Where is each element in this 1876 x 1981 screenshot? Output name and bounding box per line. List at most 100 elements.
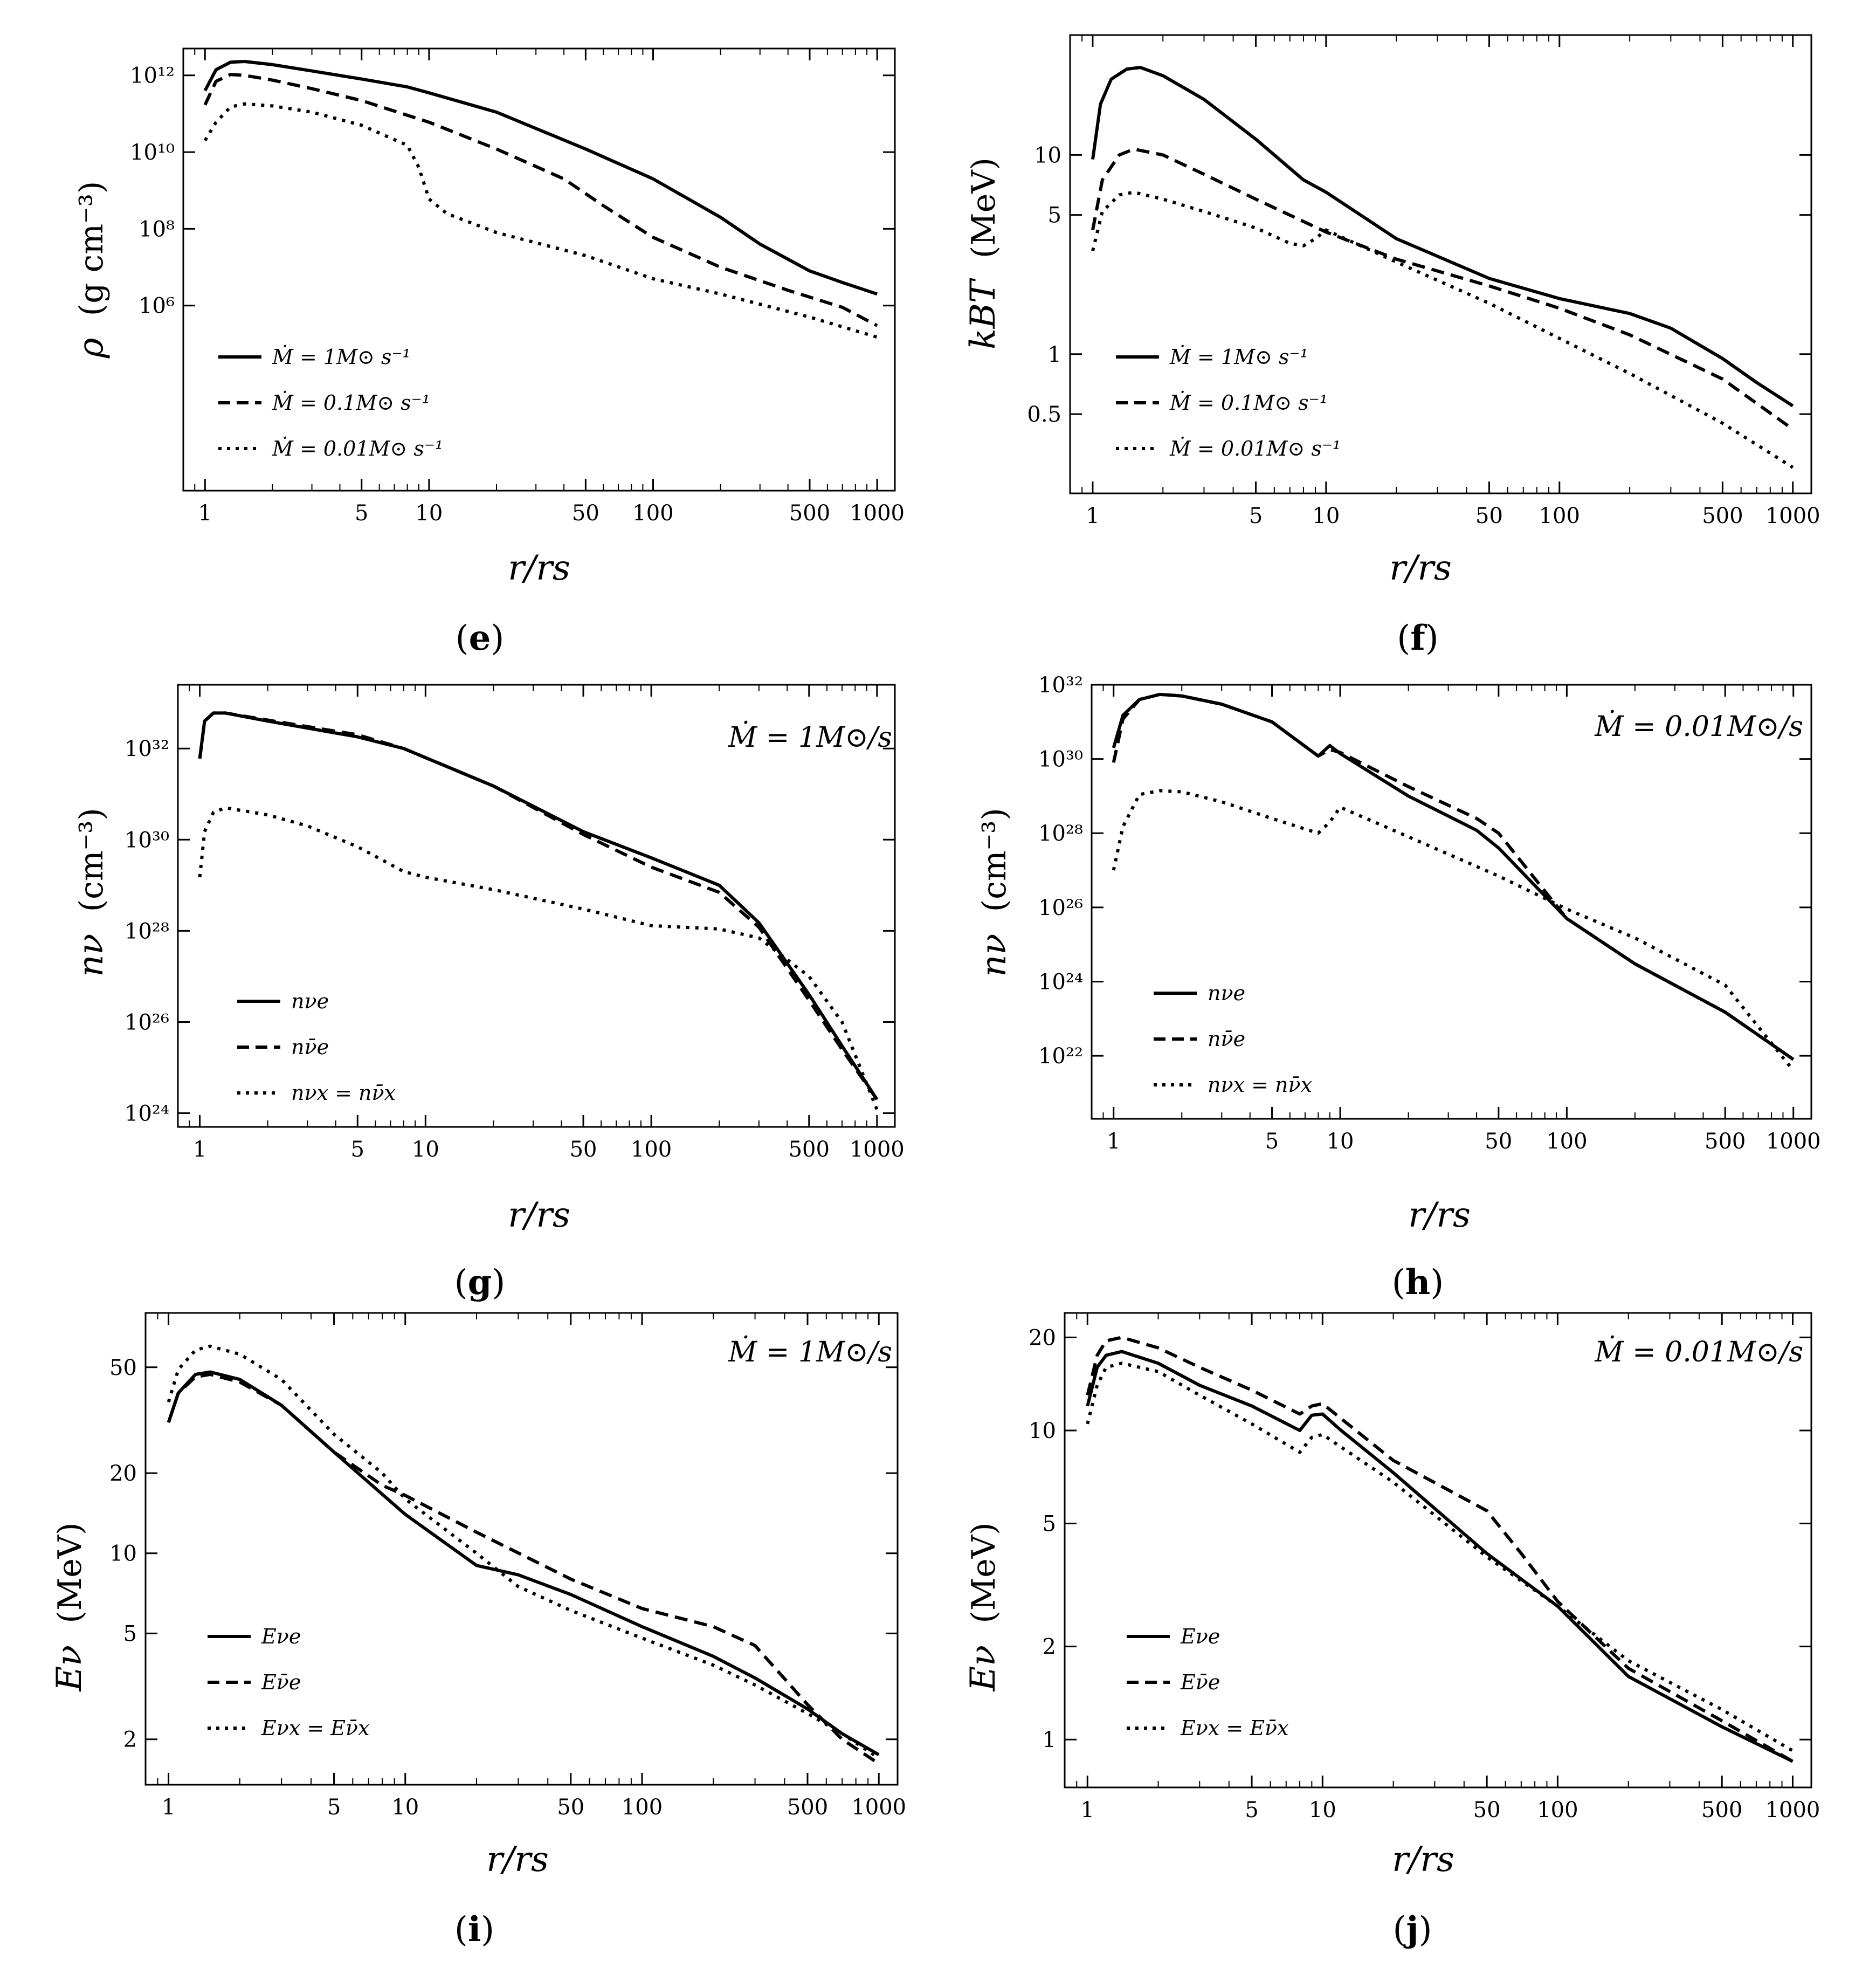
panel-g: nν (cm⁻³) r/rs (g) Ṁ = 1M⊙/s nνe nν̄e nν…: [71, 721, 892, 1303]
panel-h-legend-label-0: nνe: [1208, 981, 1245, 1005]
panel-j-caption-letter: j: [1403, 1909, 1418, 1950]
panel-j-legend-label-2: Eνx = Eν̄x: [1180, 1716, 1289, 1740]
panel-g-y-unit: (cm⁻³): [73, 808, 111, 912]
panel-i-x-tick-label: 100: [622, 1795, 663, 1820]
panel-i-legend-label-1: Eν̄e: [261, 1670, 301, 1694]
panel-h-caption-open: (: [1392, 1263, 1405, 1303]
panel-j-y-axis-title: Eν (MeV): [963, 1522, 1003, 1691]
panel-j: Eν (MeV) r/rs (j) Ṁ = 0.01M⊙/s Eνe Eν̄e …: [963, 1336, 1803, 1950]
panel-f-x-axis-title: r/rs: [1389, 548, 1452, 588]
panel-j-x-tick-label: 1000: [1765, 1798, 1820, 1822]
panel-h-caption-close: ): [1430, 1263, 1444, 1303]
panel-h-y-tick-label: 10²⁴: [1038, 969, 1083, 994]
panel-h-caption: (h): [1392, 1262, 1444, 1303]
panel-h-x-tick-label: 500: [1705, 1129, 1746, 1154]
panel-f-y-tick-label: 1: [1048, 342, 1061, 367]
panel-f-legend: Ṁ = 1M⊙ s⁻¹ Ṁ = 0.1M⊙ s⁻¹ Ṁ = 0.01M⊙ s⁻¹: [1116, 345, 1341, 460]
panel-g-y-tick-label: 10²⁶: [125, 1010, 169, 1035]
panel-e-x-tick-label: 50: [572, 501, 599, 526]
panel-i-x-tick-label: 1: [162, 1795, 175, 1820]
panel-j-y-tick-label: 20: [1029, 1325, 1056, 1350]
panel-h-x-axis-title: r/rs: [1408, 1195, 1471, 1235]
panel-e-y-tick-label: 10⁶: [139, 294, 175, 319]
panel-e-x-tick-label: 1: [198, 501, 212, 526]
panel-e-frame: [182, 47, 896, 492]
panel-f-x-tick-label: 10: [1312, 504, 1340, 528]
panel-j-plot: 1 5 10 50 100 500 1000 1 2 5 10 20: [1029, 1312, 1820, 1822]
panel-i-y-tick-label: 5: [123, 1621, 137, 1646]
panel-f-x-tick-label: 1: [1086, 504, 1099, 528]
panel-i-y-tick-label: 20: [109, 1461, 137, 1486]
panel-g-y-axis-title: nν (cm⁻³): [71, 808, 111, 977]
panel-f-series-solid-line: [1091, 66, 1794, 408]
panel-h-x-tick-label: 50: [1485, 1129, 1512, 1154]
panel-j-y-tick-label: 5: [1043, 1512, 1056, 1537]
panel-f-x-tick-label: 100: [1539, 504, 1580, 528]
panel-i-x-tick-label: 500: [787, 1795, 828, 1820]
panel-g-x-tick-label: 10: [412, 1137, 439, 1162]
panel-f-y-tick-label: 5: [1048, 203, 1061, 228]
panel-g-y-tick-label: 10²⁸: [125, 919, 169, 944]
panel-h-x-tick-label: 1: [1107, 1129, 1120, 1154]
panel-i-y-unit: (MeV): [51, 1522, 89, 1623]
panel-g-x-tick-label: 5: [351, 1137, 364, 1162]
panel-j-caption-close: ): [1419, 1910, 1432, 1950]
panel-e-caption: (e): [456, 618, 505, 658]
panel-f: kBT (MeV) r/rs (f) Ṁ = 1M⊙ s⁻¹ Ṁ = 0.1M⊙…: [963, 157, 1452, 658]
panel-e-y-unit: (g cm⁻³): [73, 181, 111, 317]
panel-i-y-tick-label: 10: [109, 1542, 137, 1566]
panel-i-y-tick-label: 2: [123, 1728, 137, 1752]
panel-g-legend: nνe nν̄e nνx = nν̄x: [237, 989, 396, 1105]
panel-h-y-axis-title: nν (cm⁻³): [974, 808, 1014, 977]
panel-j-caption-open: (: [1392, 1910, 1406, 1950]
panel-h-x-tick-label: 100: [1546, 1129, 1587, 1154]
panel-i-caption-open: (: [454, 1910, 468, 1950]
panel-j-x-tick-label: 100: [1537, 1798, 1578, 1822]
panel-i-x-tick-label: 10: [391, 1795, 419, 1820]
panel-e-legend-label-2: Ṁ = 0.01M⊙ s⁻¹: [272, 437, 443, 460]
panel-h-y-tick-label: 10²⁶: [1038, 896, 1083, 920]
panel-g-legend-label-0: nνe: [291, 989, 329, 1013]
panel-e-x-axis-title: r/rs: [508, 548, 570, 588]
panel-f-x-tick-label: 1000: [1765, 504, 1820, 528]
panel-g-series-dashed-line: [198, 711, 879, 1100]
panel-e-legend: Ṁ = 1M⊙ s⁻¹ Ṁ = 0.1M⊙ s⁻¹ Ṁ = 0.01M⊙ s⁻¹: [218, 345, 443, 460]
panel-e-caption-close: ): [491, 618, 504, 658]
panel-g-y-tick-label: 10³²: [125, 737, 169, 761]
panel-i-y-axis-title: Eν (MeV): [50, 1522, 89, 1691]
plot-layer: 1 5 10 50 100 500 1000 10⁶ 10⁸ 10¹⁰ 10¹² 1 5 10 50 100 5…: [109, 34, 1821, 1822]
panel-i-x-tick-label: 5: [327, 1795, 341, 1820]
panel-e-series-dashed-line: [203, 73, 878, 327]
panel-j-x-axis-title: r/rs: [1392, 1840, 1454, 1880]
panel-j-caption: (j): [1392, 1909, 1432, 1950]
panel-h-y-tick-label: 10³⁰: [1038, 747, 1083, 772]
panel-i-legend-label-0: Eνe: [261, 1625, 301, 1648]
panel-f-series-dashed-line: [1091, 147, 1794, 431]
panel-i-y-symbol: Eν: [50, 1645, 89, 1692]
panel-e-legend-label-0: Ṁ = 1M⊙ s⁻¹: [272, 345, 411, 369]
panel-g-x-tick-label: 100: [631, 1137, 672, 1162]
panel-g-y-symbol: nν: [71, 934, 111, 977]
panel-j-annotation: Ṁ = 0.01M⊙/s: [1594, 1336, 1803, 1368]
panel-i-y-tick-label: 50: [109, 1356, 137, 1380]
panel-h-legend-label-2: nνx = nν̄x: [1208, 1073, 1312, 1097]
panel-e-y-symbol: ρ: [71, 338, 111, 359]
panel-i-caption-close: ): [481, 1910, 494, 1950]
panel-j-legend-label-0: Eνe: [1180, 1625, 1220, 1648]
panel-i: Eν (MeV) r/rs (i) Ṁ = 1M⊙/s Eνe Eν̄e Eνx…: [50, 1336, 892, 1950]
panel-f-legend-label-0: Ṁ = 1M⊙ s⁻¹: [1169, 345, 1308, 369]
panel-i-legend-label-2: Eνx = Eν̄x: [261, 1716, 370, 1740]
panel-f-y-tick-label: 10: [1034, 143, 1061, 168]
panel-f-caption-letter: f: [1410, 618, 1427, 658]
panel-g-caption-letter: g: [468, 1262, 492, 1303]
panel-f-frame: [1069, 34, 1812, 494]
panel-h-annotation: Ṁ = 0.01M⊙/s: [1594, 710, 1803, 743]
panel-e-y-tick-label: 10⁸: [139, 217, 175, 242]
panel-f-plot: 1 5 10 50 100 500 1000 0.5 1 5 10: [1027, 34, 1820, 528]
panel-e-y-axis-title: ρ (g cm⁻³): [71, 181, 111, 359]
panel-j-series-dashed-line: [1086, 1336, 1794, 1763]
panel-f-legend-label-2: Ṁ = 0.01M⊙ s⁻¹: [1169, 437, 1341, 460]
panel-i-x-tick-label: 50: [557, 1795, 584, 1820]
panel-j-legend-label-1: Eν̄e: [1180, 1670, 1220, 1694]
